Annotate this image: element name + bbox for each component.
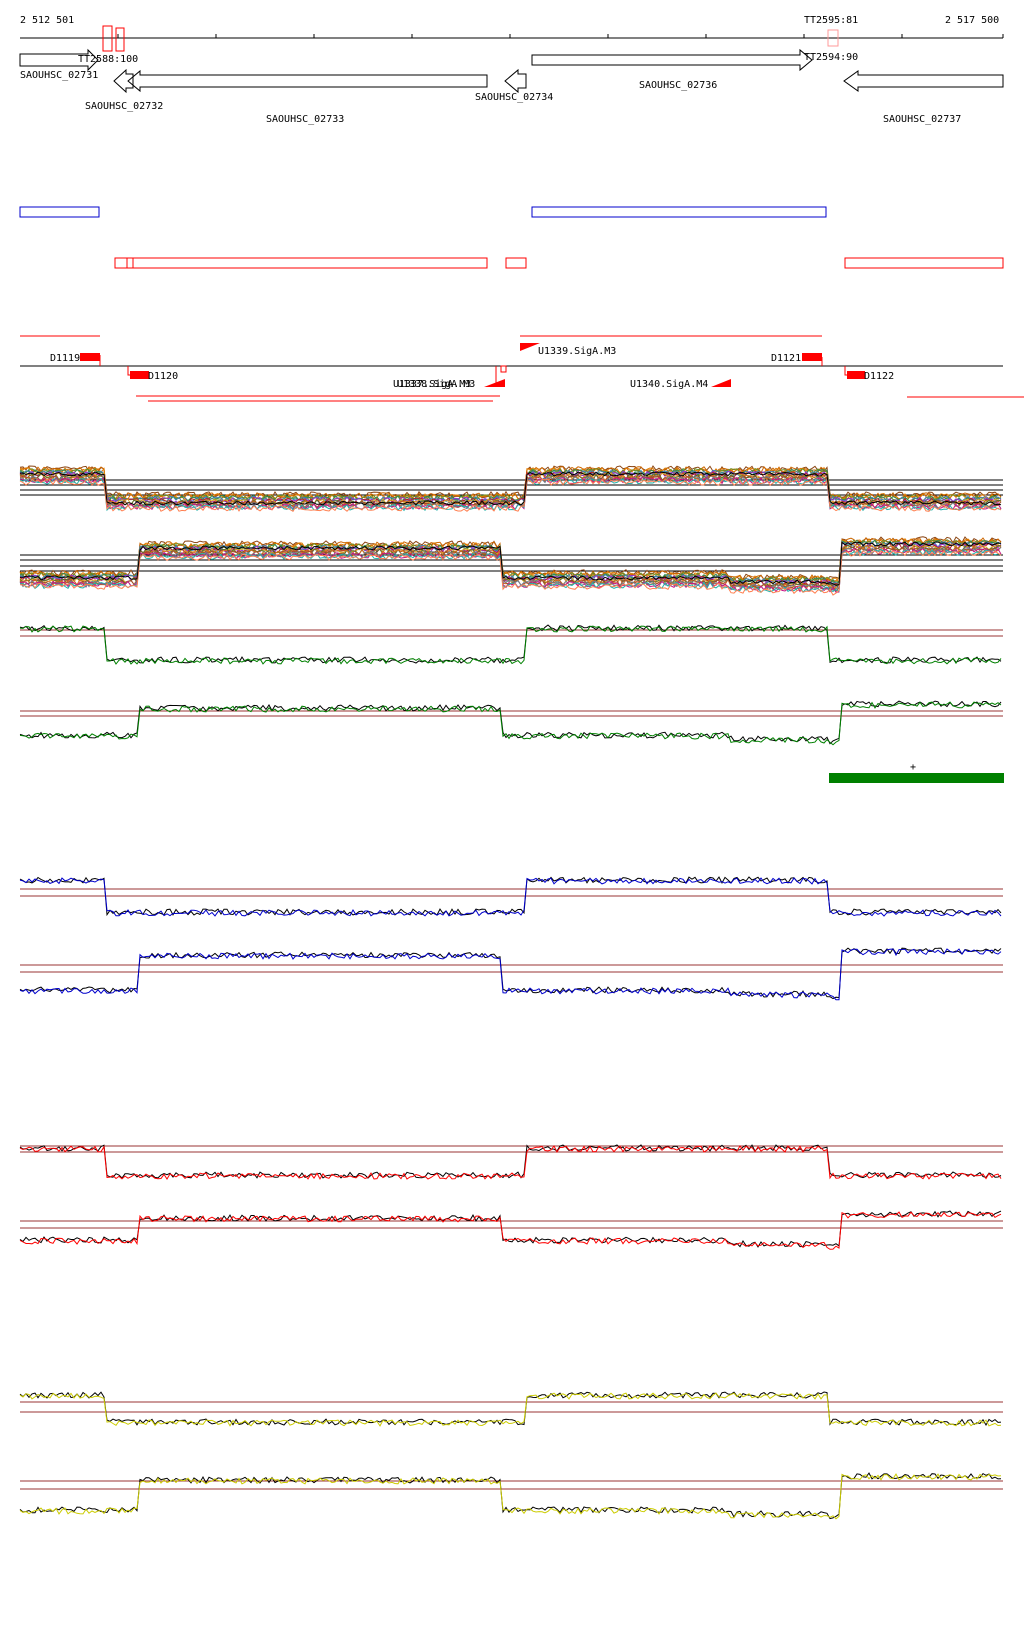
gene-arrow[interactable] — [19, 48, 99, 72]
terminator-label: TT2594:90 — [804, 52, 858, 63]
gene-label: SAOUHSC_02733 — [266, 114, 344, 125]
gene-arrow[interactable] — [531, 48, 813, 72]
terminator-marker — [115, 27, 125, 52]
feature-label: D1120 — [148, 371, 178, 382]
coord-start-label: 2 512 501 — [20, 15, 74, 26]
replicate-trace — [19, 1211, 1002, 1250]
feature-block[interactable] — [847, 371, 865, 379]
feature-block[interactable] — [130, 371, 149, 379]
sample-trace — [19, 478, 1002, 512]
feature-label: U1339.SigA.M3 — [538, 346, 616, 357]
terminator-marker — [827, 29, 839, 47]
replicate-trace — [19, 1392, 1002, 1427]
gene-label: SAOUHSC_02734 — [475, 92, 553, 103]
sample-trace — [19, 539, 1002, 583]
replicate-trace — [19, 1472, 1002, 1520]
promoter-flag[interactable] — [484, 366, 505, 387]
gene-arrow[interactable] — [127, 69, 488, 93]
coord-end-label: 2 517 500 — [945, 15, 999, 26]
terminator-track: TT2588:100 TT2595:81 TT2594:90 — [78, 15, 858, 65]
replicate-trace — [19, 624, 1002, 664]
transcript-track: D1119 D1120 D1121 D1122 U1339.SigA.M3 U1… — [20, 335, 1024, 402]
replicate-trace — [19, 1144, 1002, 1179]
promoter-flag[interactable] — [520, 343, 540, 366]
feature-block[interactable] — [802, 353, 822, 361]
gene-label: SAOUHSC_02731 — [20, 70, 98, 81]
gene-arrow[interactable] — [113, 68, 134, 94]
green-bar — [829, 773, 1004, 783]
promoter-flag[interactable] — [711, 366, 731, 387]
sample-trace — [19, 549, 1002, 596]
coordinate-ruler: 2 512 501 2 517 500 — [20, 15, 1004, 39]
feature-label: U1340.SigA.M4 — [630, 379, 708, 390]
operon-boxes — [19, 206, 1004, 269]
gene-labels: SAOUHSC_02731 SAOUHSC_02732 SAOUHSC_0273… — [20, 70, 961, 125]
sample-trace — [19, 547, 1002, 592]
replicate-trace — [19, 700, 1002, 745]
replicate-trace — [19, 701, 1002, 746]
gene-arrow[interactable] — [504, 68, 527, 94]
replicate-trace — [19, 876, 1002, 917]
replicate-trace — [19, 948, 1002, 1001]
gene-label: SAOUHSC_02732 — [85, 101, 163, 112]
sample-trace — [19, 473, 1002, 507]
terminator-label: TT2595:81 — [804, 15, 858, 26]
feature-label: U1338.SigA.M3 — [397, 379, 475, 390]
gene-arrow[interactable] — [843, 70, 1004, 92]
replicate-trace — [19, 1391, 1002, 1427]
replicate-trace — [19, 625, 1002, 665]
feature-label: U1337.SigA.M3 — [393, 379, 471, 390]
gene-track — [19, 48, 1004, 94]
feature-block[interactable] — [80, 353, 100, 361]
sample-trace — [19, 548, 1002, 593]
feature-label: D1121 — [771, 353, 801, 364]
terminator-marker — [102, 25, 113, 52]
feature-label: D1122 — [864, 371, 894, 382]
replicate-trace — [19, 1210, 1002, 1248]
sample-trace — [20, 541, 1002, 586]
sample-trace — [19, 465, 1002, 499]
expression-tracks — [19, 465, 1003, 1520]
gene-label: SAOUHSC_02736 — [639, 80, 717, 91]
gene-label: SAOUHSC_02737 — [883, 114, 961, 125]
sample-trace — [19, 542, 1002, 588]
feature-label: D1119 — [50, 353, 80, 364]
replicate-trace — [19, 1473, 1002, 1520]
replicate-trace — [19, 877, 1002, 917]
sample-trace — [19, 466, 1002, 500]
sample-trace — [19, 471, 1002, 506]
replicate-trace — [19, 1145, 1002, 1180]
terminator-label: TT2588:100 — [78, 54, 138, 65]
green-bar-label: + — [910, 762, 916, 773]
replicate-trace — [19, 947, 1002, 1000]
sample-trace — [19, 477, 1002, 512]
